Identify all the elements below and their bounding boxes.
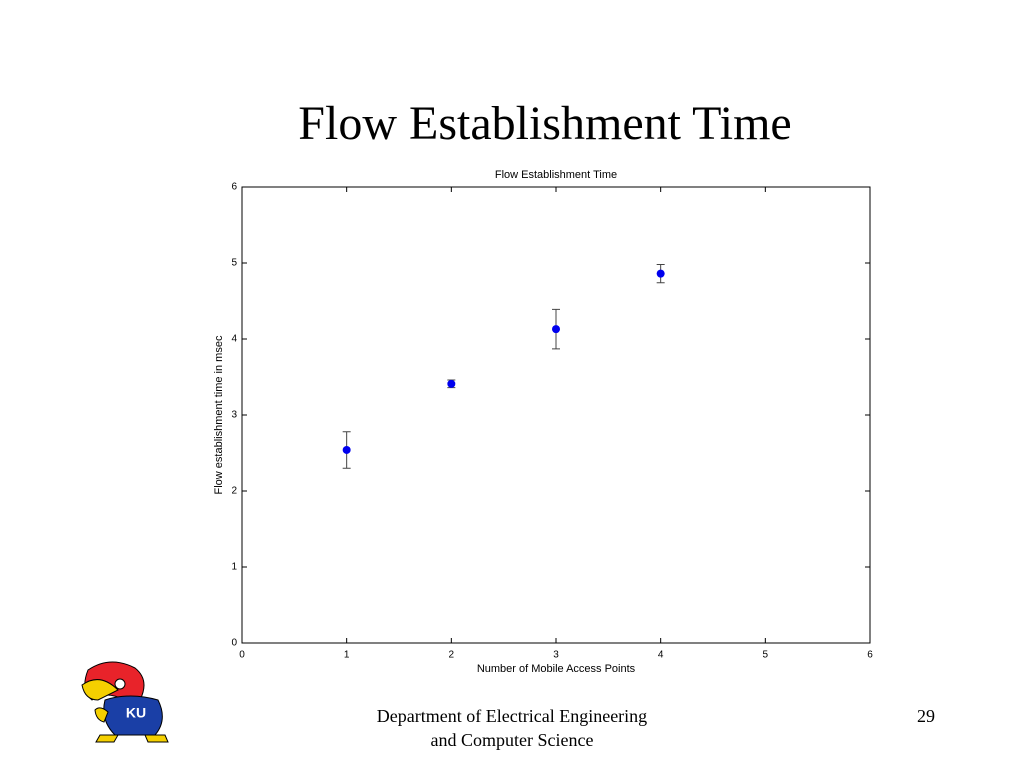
x-tick-label: 4 [658, 650, 664, 661]
plot-frame [241, 186, 871, 644]
y-tick-label: 3 [231, 410, 237, 421]
y-tick-label: 5 [231, 258, 237, 269]
footer-line: and Computer Science [431, 730, 594, 750]
x-tick-label: 3 [553, 650, 559, 661]
chart-title: Flow Establishment Time [495, 169, 617, 181]
x-tick-label: 6 [867, 650, 873, 661]
x-axis-label: Number of Mobile Access Points [477, 663, 636, 675]
y-tick-label: 1 [231, 562, 237, 573]
x-tick-label: 2 [449, 650, 455, 661]
data-point [342, 445, 351, 454]
slide-title: Flow Establishment Time [298, 97, 791, 150]
x-tick-label: 0 [239, 650, 245, 661]
page-number: 29 [917, 706, 935, 726]
logo: KU [81, 661, 169, 743]
y-tick-label: 4 [231, 334, 237, 345]
data-point [447, 379, 456, 388]
y-axis-label: Flow establishment time in msec [213, 335, 225, 494]
data-point [552, 325, 560, 334]
data-point [656, 269, 665, 278]
x-tick-label: 1 [344, 650, 350, 661]
y-tick-label: 0 [231, 638, 237, 649]
y-tick-label: 2 [231, 486, 237, 497]
x-tick-label: 5 [763, 650, 769, 661]
footer-line: Department of Electrical Engineering [377, 706, 647, 726]
y-tick-label: 6 [231, 182, 237, 193]
logo-text: KU [126, 705, 146, 721]
